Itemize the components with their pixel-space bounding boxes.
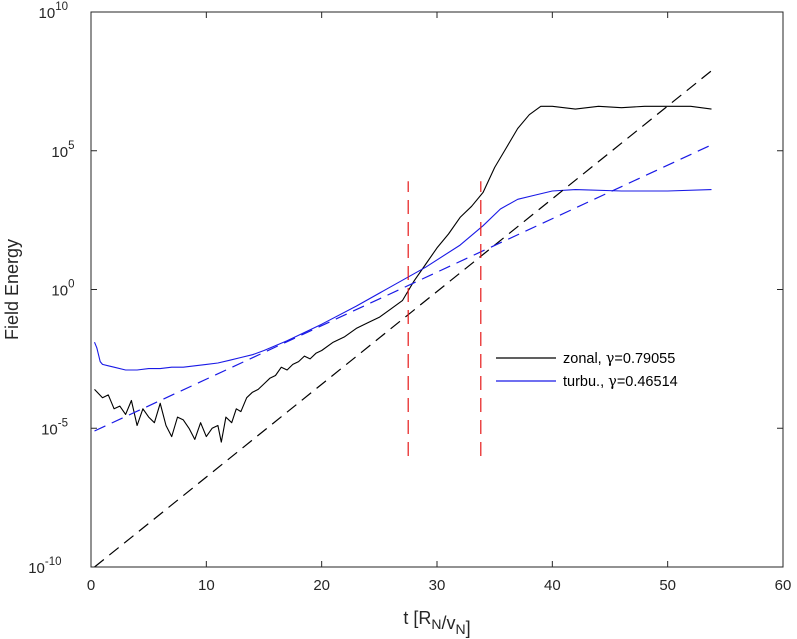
x-tick-label: 10 [198, 577, 215, 594]
series-layer [93, 68, 715, 568]
axis-ticks: 0 10 20 30 40 50 60 10-10 10-5 100 105 1010 [28, 1, 791, 594]
x-tick-label: 30 [429, 577, 446, 594]
legend-label: turbu., γ=0.46514 [563, 374, 678, 390]
x-tick-label: 0 [87, 577, 95, 594]
legend-label: zonal, γ=0.79055 [563, 351, 675, 367]
y-tick-label: 1010 [39, 1, 68, 22]
x-tick-label: 20 [313, 577, 330, 594]
x-tick-label: 50 [659, 577, 676, 594]
series-turbu--line [93, 189, 712, 371]
series-zonal-line [94, 105, 712, 443]
legend: zonal, γ=0.79055 turbu., γ=0.46514 [496, 351, 678, 390]
x-tick-label: 60 [775, 577, 792, 594]
x-axis-label: t [RN/vN] [403, 608, 470, 638]
y-axis-label: Field Energy [2, 239, 22, 340]
plot-frame [90, 11, 784, 568]
y-tick-label: 105 [51, 140, 74, 161]
series-zonal-fit-line [94, 68, 715, 568]
x-tick-label: 40 [544, 577, 561, 594]
y-tick-label: 100 [51, 279, 74, 300]
y-tick-label: 10-5 [41, 417, 68, 438]
y-tick-label: 10-10 [28, 556, 61, 577]
